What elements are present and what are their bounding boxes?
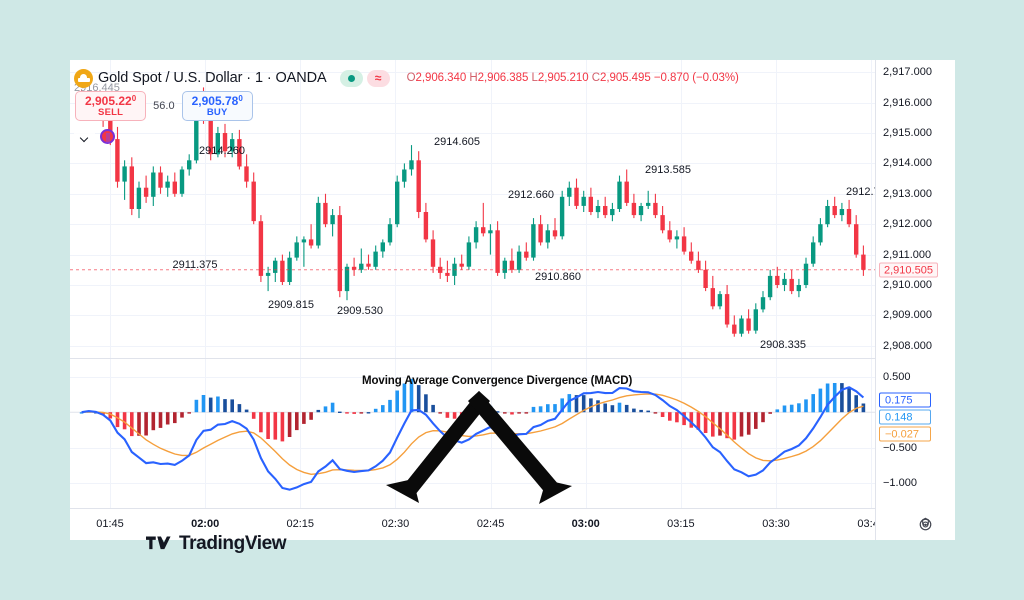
price-annotation: 2914.605	[434, 136, 480, 148]
chevron-down-icon	[81, 135, 88, 139]
tradingview-logo-icon	[146, 536, 171, 549]
close-value: 2,905.495	[600, 72, 651, 84]
buy-label: BUY	[206, 106, 228, 118]
open-value: 2,906.340	[415, 72, 467, 84]
gridline-horizontal	[70, 285, 875, 287]
time-tick: 02:15	[286, 518, 315, 530]
time-tick: 03:00	[571, 518, 600, 530]
gridline-vertical	[300, 60, 302, 508]
time-tick: 02:30	[381, 518, 410, 530]
tradingview-watermark: TradingView	[146, 533, 287, 555]
gridline-vertical	[395, 60, 397, 508]
gridline-vertical	[585, 60, 587, 508]
macd-callout-label: Moving Average Convergence Divergence (M…	[362, 375, 633, 387]
time-tick: 03:30	[762, 518, 790, 530]
gridline-horizontal	[70, 102, 875, 104]
price-annotation: 2909.815	[268, 299, 314, 311]
macd-tick: −0.500	[883, 441, 917, 454]
price-annotation: 2910.860	[535, 271, 581, 283]
gridline-horizontal	[70, 254, 875, 256]
price-annotation: 2913.585	[645, 164, 691, 176]
gridline-vertical	[110, 60, 111, 508]
gridline-horizontal	[70, 315, 875, 317]
price-tick: 2,909.000	[883, 309, 932, 322]
price-annotation: 2911.375	[172, 259, 218, 271]
tradingview-watermark-text: TradingView	[179, 533, 287, 554]
gridline-vertical	[490, 60, 492, 508]
connection-status-pill[interactable]	[339, 69, 363, 87]
gold-bar-icon	[74, 68, 93, 88]
dot-icon	[347, 74, 355, 82]
close-label: C	[591, 72, 600, 84]
status-pills: ≈	[339, 69, 390, 87]
gridline-vertical	[205, 60, 207, 508]
sell-button[interactable]: 2,905.220 SELL	[75, 91, 147, 122]
macd-tick: 0.500	[883, 370, 911, 383]
price-tick: 2,916.000	[883, 96, 932, 109]
price-tick: 2,912.000	[883, 218, 932, 231]
price-tick: 2,914.000	[883, 157, 932, 170]
pane-divider[interactable]	[70, 358, 875, 359]
price-annotation: 2909.530	[337, 305, 383, 317]
market-status-pill[interactable]: ≈	[366, 69, 390, 87]
macd-value-tag[interactable]: 0.175	[879, 392, 931, 408]
low-value: 2,905.210	[537, 72, 589, 84]
symbol-title[interactable]: Gold Spot / U.S. Dollar · 1 · OANDA	[98, 70, 327, 86]
price-tick: 2,910.000	[883, 279, 932, 292]
position-marker-icon[interactable]	[100, 129, 115, 144]
price-tick: 2,917.000	[883, 66, 932, 79]
approx-icon: ≈	[374, 71, 382, 85]
signal-value-tag[interactable]: 0.148	[879, 409, 931, 425]
price-tick: 2,911.000	[883, 248, 932, 261]
change-value: −0.870 (−0.03%)	[653, 72, 739, 84]
time-scale[interactable]: 01:45 02:00 02:15 02:30 02:45 03:00 03:15 03:30…	[70, 508, 885, 540]
price-annotation: 2914.260	[199, 145, 245, 157]
trade-panel: 2,905.220 SELL 56.0 2,905.780 BUY	[75, 91, 253, 122]
sell-label: SELL	[98, 106, 124, 118]
price-annotation: 2908.335	[760, 339, 806, 351]
low-label: L	[531, 72, 538, 84]
chevron-down-button[interactable]	[74, 126, 95, 147]
gridline-horizontal	[70, 163, 875, 165]
chart-overlay-toolbar	[74, 126, 115, 147]
price-tick: 2,908.000	[883, 339, 932, 352]
gear-icon[interactable]	[918, 517, 933, 532]
macd-tick: −1.000	[883, 477, 917, 490]
price-tick: 2,915.000	[883, 126, 932, 139]
sell-price: 2,905.220	[85, 94, 137, 108]
time-tick: 02:00	[191, 518, 220, 530]
gridline-horizontal	[70, 132, 875, 134]
last-price-tag[interactable]: 2,910.505	[879, 262, 938, 278]
time-tick: 02:45	[476, 518, 505, 530]
gridline-vertical	[680, 60, 682, 508]
price-scale[interactable]: 2,917.000 2,916.000 2,915.000 2,914.000 2,91…	[875, 60, 955, 540]
hist-value-tag[interactable]: −0.027	[879, 426, 931, 442]
gridline-horizontal	[70, 376, 875, 378]
buy-button[interactable]: 2,905.780 BUY	[181, 91, 253, 122]
open-label: O	[406, 72, 416, 84]
ohlc-values: O2,906.340 H2,906.385 L2,905.210 C2,905.…	[407, 72, 739, 84]
buy-price: 2,905.780	[191, 94, 243, 108]
spread-value: 56.0	[153, 100, 175, 113]
chart-header: Gold Spot / U.S. Dollar · 1 · OANDA ≈ O2…	[74, 66, 955, 90]
time-tick: 03:15	[667, 518, 695, 530]
gridline-horizontal	[70, 224, 875, 226]
gridline-vertical	[871, 60, 873, 508]
chart-card: 2914.260 2911.375 2909.815 2909.530 2914.605…	[70, 60, 955, 554]
price-tick: 2,913.000	[883, 187, 932, 200]
high-label: H	[469, 72, 478, 84]
gridline-horizontal	[70, 193, 875, 195]
high-value: 2,906.385	[477, 72, 529, 84]
time-tick: 01:45	[96, 518, 124, 530]
gridline-horizontal	[70, 72, 875, 74]
price-annotation: 2912.660	[508, 189, 554, 201]
gridline-horizontal	[70, 345, 875, 347]
